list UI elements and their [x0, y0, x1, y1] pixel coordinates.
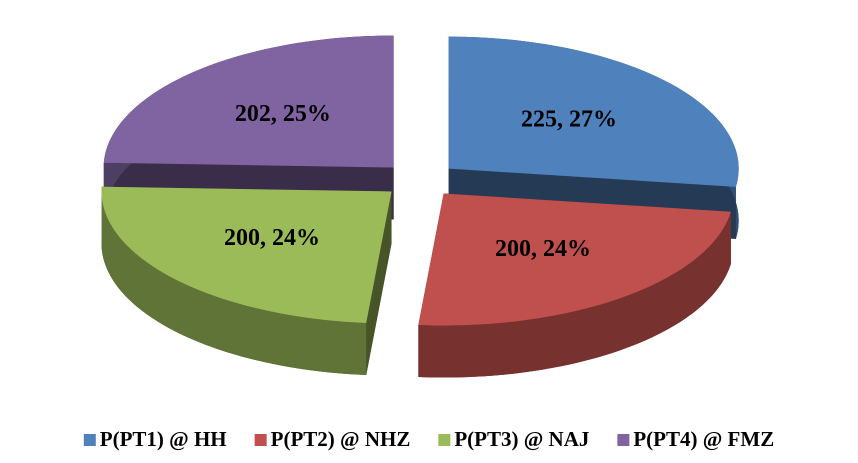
legend-label: P(PT3) @ NAJ [454, 427, 589, 451]
slice [418, 193, 731, 326]
legend-label: P(PT1) @ HH [100, 427, 227, 451]
slice [103, 35, 394, 220]
legend-swatch [254, 434, 267, 446]
slice [101, 186, 392, 375]
data-label: 200, 24% [224, 225, 320, 251]
slice [448, 36, 739, 187]
data-label: 225, 27% [521, 106, 617, 132]
legend-label: P(PT4) @ FMZ [633, 427, 774, 451]
slice [418, 193, 731, 378]
slice [101, 186, 392, 323]
legend-swatch [83, 434, 96, 446]
slice [103, 35, 394, 168]
data-label: 200, 24% [495, 236, 591, 262]
slice-side [418, 211, 731, 378]
slice-side [101, 186, 367, 375]
legend-swatch [438, 434, 451, 446]
legend-label: P(PT2) @ NHZ [271, 427, 411, 451]
legend-swatch [617, 434, 630, 446]
data-label: 202, 25% [235, 101, 331, 127]
